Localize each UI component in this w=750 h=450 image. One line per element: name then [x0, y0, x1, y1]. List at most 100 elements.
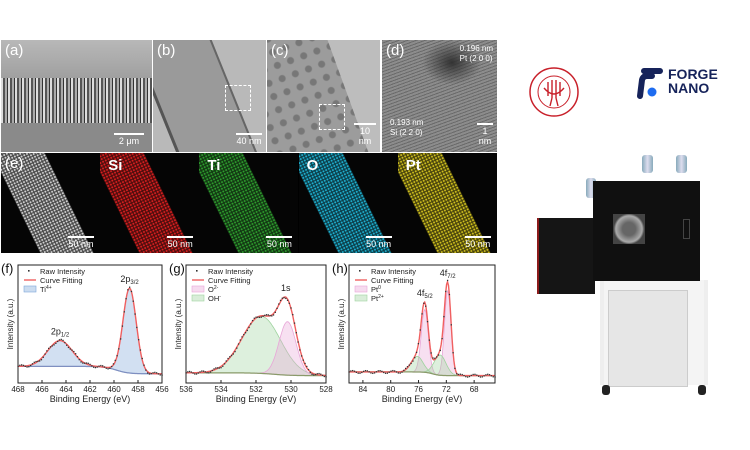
legend-text: Raw Intensity [371, 267, 416, 276]
legend-swatch [354, 294, 368, 302]
gas-cylinder [586, 178, 596, 198]
x-tick-label: 536 [179, 385, 193, 394]
raw-data-point [67, 346, 70, 349]
scale-label: 50 nm [366, 239, 392, 249]
raw-data-point [51, 345, 53, 347]
x-tick-label: 84 [358, 385, 367, 394]
scale-label: 50 nm [68, 239, 94, 249]
x-tick-label: 460 [107, 385, 121, 394]
element-label: O [306, 157, 319, 174]
raw-data-point [24, 365, 26, 367]
lattice-plane: Pt (2 0 0) [459, 54, 493, 63]
raw-data-point [85, 362, 88, 364]
fitted-curve [18, 287, 162, 375]
scale-label: 10 nm [358, 126, 372, 146]
raw-data-point [199, 371, 201, 373]
legend-marker [196, 270, 198, 272]
legend-superscript: 2- [214, 285, 219, 291]
raw-data-point [64, 341, 66, 344]
legend-swatch [191, 285, 205, 293]
raw-data-point [107, 368, 109, 370]
legend-swatch [191, 294, 205, 302]
raw-data-point [255, 316, 257, 318]
x-axis-label: Binding Energy (eV) [50, 394, 131, 404]
raw-data-point [313, 374, 315, 376]
raw-data-point [229, 356, 231, 358]
raw-data-point [410, 362, 412, 365]
legend-text: Curve Fitting [208, 276, 251, 285]
raw-data-point [417, 343, 420, 345]
raw-data-point [297, 341, 299, 343]
legend-entry: OH- [208, 294, 221, 303]
raw-data-point [204, 371, 206, 373]
scale-bar: 50 nm [464, 236, 491, 249]
raw-data-point [250, 323, 252, 325]
wheel [698, 385, 706, 395]
scale-bar: 50 nm [68, 236, 94, 249]
scale-label: 50 nm [266, 239, 292, 249]
raw-data-point [145, 369, 147, 371]
raw-data-point [401, 371, 403, 373]
raw-data-point [121, 325, 124, 327]
raw-data-point [31, 363, 34, 365]
raw-data-point [156, 372, 158, 374]
raw-data-point [96, 366, 98, 368]
raw-data-point [89, 363, 91, 366]
raw-data-point [316, 373, 318, 375]
ald-reactor-photo [530, 150, 710, 400]
raw-data-point [432, 357, 434, 359]
raw-data-point [395, 371, 398, 373]
axes-frame [348, 264, 496, 384]
raw-data-point [127, 289, 129, 291]
raw-data-point [132, 300, 134, 302]
raw-data-point [485, 374, 487, 376]
sem-image-panel-a: (a) 2 μm [1, 40, 152, 152]
y-axis-label: Intensity (a.u.) [174, 298, 183, 349]
raw-data-point [490, 375, 493, 377]
panel-label: (d) [386, 42, 405, 59]
eds-map-panel: Ti 50 nm [199, 153, 299, 253]
raw-data-point [134, 313, 136, 315]
x-tick-label: 68 [470, 385, 479, 394]
panel-label: (g) [169, 261, 185, 276]
raw-data-point [105, 367, 107, 369]
raw-data-point [290, 307, 292, 309]
raw-data-point [459, 373, 462, 375]
raw-data-point [375, 371, 378, 373]
raw-data-point [244, 332, 247, 334]
panel-label: (f) [1, 261, 13, 276]
raw-data-point [60, 338, 62, 341]
peak-label: 4f [440, 268, 448, 278]
panel-label: (e) [5, 155, 24, 172]
x-axis-label: Binding Energy (eV) [382, 394, 463, 404]
fitted-curve [186, 296, 326, 377]
raw-data-point [206, 372, 208, 374]
raw-data-point [415, 351, 418, 354]
raw-data-point [222, 365, 224, 367]
peak-label: 2p [120, 274, 130, 284]
raw-data-point [353, 370, 356, 372]
x-tick-label: 466 [35, 385, 49, 394]
raw-data-point [190, 371, 192, 373]
raw-data-point [286, 299, 289, 301]
x-tick-label: 464 [59, 385, 73, 394]
raw-data-point [223, 363, 226, 365]
raw-data-point [154, 371, 156, 374]
raw-data-point [368, 371, 370, 373]
x-tick-label: 456 [155, 385, 169, 394]
raw-data-point [225, 360, 227, 362]
raw-data-point [392, 369, 394, 372]
raw-data-point [129, 286, 131, 288]
raw-data-point [78, 358, 80, 361]
raw-data-point [22, 364, 25, 367]
raw-data-point [364, 369, 367, 372]
raw-data-point [390, 370, 392, 372]
raw-data-point [265, 314, 268, 316]
legend-text: Ti [40, 285, 46, 294]
raw-data-point [323, 375, 325, 378]
legend-marker [28, 270, 30, 272]
raw-data-point [426, 320, 429, 323]
scale-bar: 40 nm [236, 133, 262, 146]
peak-subscript: 1/2 [61, 333, 70, 339]
